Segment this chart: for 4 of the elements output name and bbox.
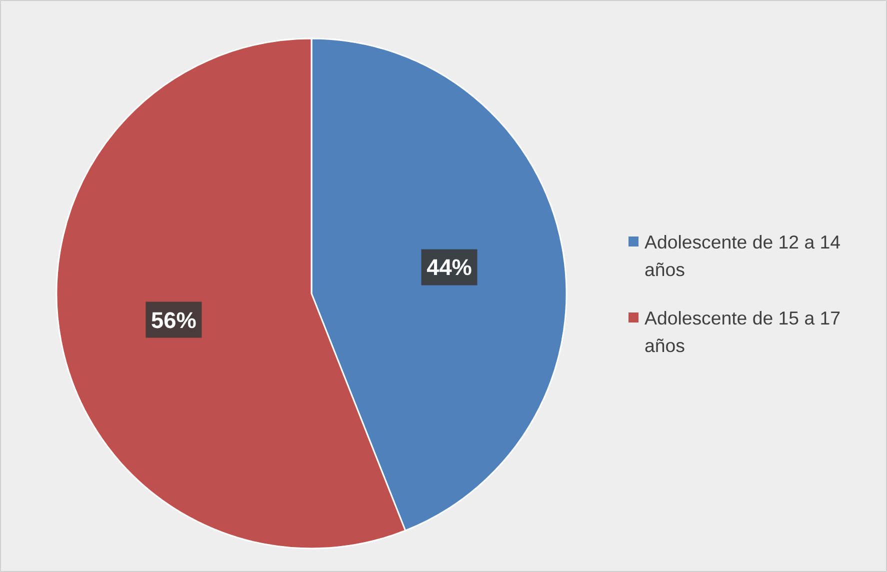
legend-label: Adolescente de 15 a 17 años bbox=[644, 308, 841, 356]
data-label: 56% bbox=[151, 306, 196, 333]
data-label: 44% bbox=[426, 254, 472, 280]
legend-label: Adolescente de 12 a 14 años bbox=[644, 232, 841, 280]
